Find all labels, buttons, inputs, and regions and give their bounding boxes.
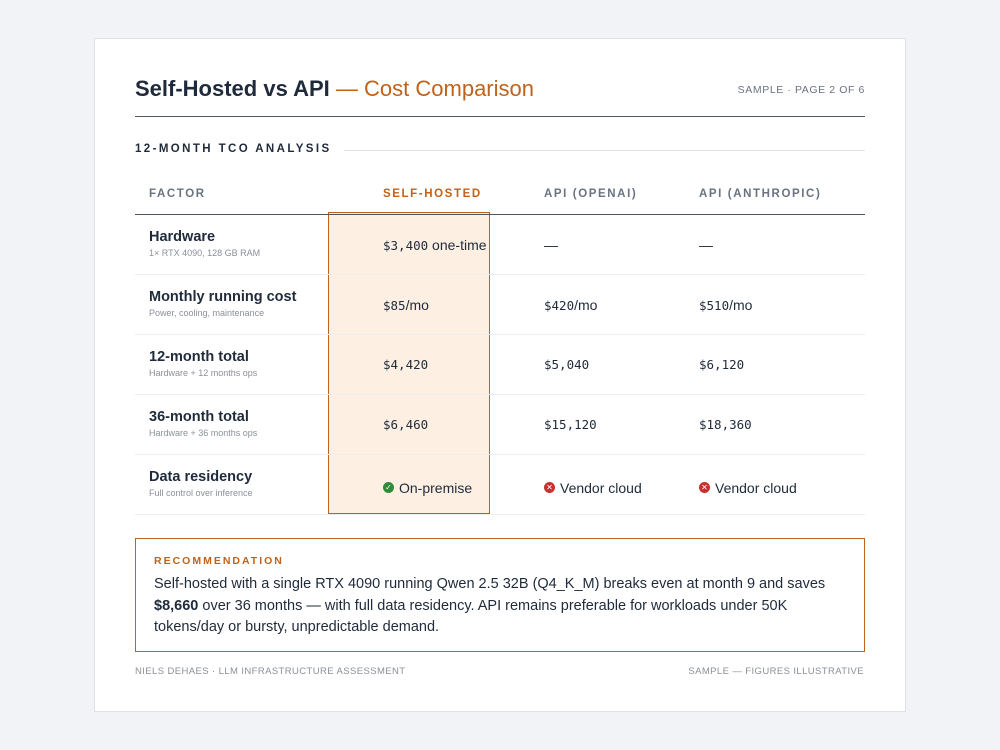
column-header-api-anthropic: API (ANTHROPIC) [699,188,822,200]
document-page: Self-Hosted vs API — Cost Comparison SAM… [94,38,906,712]
comparison-table: FACTOR SELF-HOSTED API (OPENAI) API (ANT… [135,179,865,515]
factor-name: 36-month total [149,409,249,425]
table-row: Monthly running cost Power, cooling, mai… [135,275,865,335]
table-row: 36-month total Hardware + 36 months ops … [135,395,865,455]
x-circle-icon: ✕ [699,482,710,493]
recommendation-savings: $8,660 [154,597,199,614]
recommendation-text-part: over 36 months — with full data residenc… [154,597,788,636]
api-anthropic-cell: ✕ Vendor cloud [699,455,797,515]
recommendation-label: RECOMMENDATION [154,555,284,567]
cell-suffix: /mo [405,297,429,313]
factor-cell: 12-month total Hardware + 12 months ops [149,348,257,378]
column-header-factor: FACTOR [149,188,206,200]
status-text: Vendor cloud [715,479,797,496]
factor-cell: 36-month total Hardware + 36 months ops [149,408,257,438]
cell-value: $3,400 [383,238,429,253]
self-hosted-cell: $3,400 one-time [383,215,487,275]
cell-suffix: one-time [428,237,487,253]
factor-note: Full control over inference [149,488,253,498]
factor-cell: Monthly running cost Power, cooling, mai… [149,288,296,318]
self-hosted-cell: $4,420 [383,357,429,372]
api-openai-cell: — [544,237,558,253]
footer-disclaimer: SAMPLE — FIGURES ILLUSTRATIVE [688,666,864,677]
api-openai-cell: $15,120 [544,417,597,432]
factor-note: Power, cooling, maintenance [149,308,265,318]
factor-name: Hardware [149,229,216,245]
page-header: Self-Hosted vs API — Cost Comparison SAM… [135,75,865,117]
factor-name: Data residency [149,469,253,485]
table-header: FACTOR SELF-HOSTED API (OPENAI) API (ANT… [135,179,865,215]
check-circle-icon: ✓ [383,482,394,493]
page-title: Self-Hosted vs API — Cost Comparison [135,75,534,103]
cell-value: $420 [544,298,575,313]
title-main: Self-Hosted vs API [135,76,330,101]
api-anthropic-cell: $510/mo [699,275,752,335]
cell-value: $510 [699,298,730,313]
api-openai-cell: ✕ Vendor cloud [544,455,642,515]
page-number-label: SAMPLE · PAGE 2 OF 6 [737,84,865,96]
cell-value: $85 [383,298,406,313]
factor-note: Hardware + 12 months ops [149,368,258,378]
column-header-api-openai: API (OPENAI) [544,188,638,200]
table-row: Data residency Full control over inferen… [135,455,865,515]
factor-cell: Hardware 1× RTX 4090, 128 GB RAM [149,228,260,258]
recommendation-text-part: Self-hosted with a single RTX 4090 runni… [154,576,826,592]
status-text: Vendor cloud [560,479,642,496]
api-anthropic-cell: $18,360 [699,417,752,432]
section-divider [135,150,865,151]
status-text: On-premise [399,479,473,496]
recommendation-text: Self-hosted with a single RTX 4090 runni… [154,574,844,639]
title-subtitle: Cost Comparison [364,76,534,101]
factor-note: 1× RTX 4090, 128 GB RAM [149,248,261,258]
footer-author: NIELS DEHAES · LLM INFRASTRUCTURE ASSESS… [135,666,406,677]
factor-name: Monthly running cost [149,289,297,305]
cell-suffix: /mo [729,297,753,313]
factor-note: Hardware + 36 months ops [149,428,258,438]
self-hosted-cell: $6,460 [383,417,429,432]
api-openai-cell: $5,040 [544,357,590,372]
cell-suffix: /mo [574,297,598,313]
self-hosted-cell: ✓ On-premise [383,455,472,515]
title-separator: — [329,76,365,101]
factor-name: 12-month total [149,349,249,365]
section-heading: 12-MONTH TCO ANALYSIS [135,143,865,159]
x-circle-icon: ✕ [544,482,555,493]
self-hosted-cell: $85/mo [383,275,429,335]
self-hosted-highlight-column [328,212,490,514]
api-anthropic-cell: $6,120 [699,357,745,372]
table-row: 12-month total Hardware + 12 months ops … [135,335,865,395]
column-header-self-hosted: SELF-HOSTED [383,188,482,200]
api-anthropic-cell: — [699,237,713,253]
section-title: 12-MONTH TCO ANALYSIS [135,143,344,155]
table-row: Hardware 1× RTX 4090, 128 GB RAM $3,400 … [135,215,865,275]
api-openai-cell: $420/mo [544,275,597,335]
factor-cell: Data residency Full control over inferen… [149,468,253,498]
recommendation-box: RECOMMENDATION Self-hosted with a single… [135,538,865,652]
